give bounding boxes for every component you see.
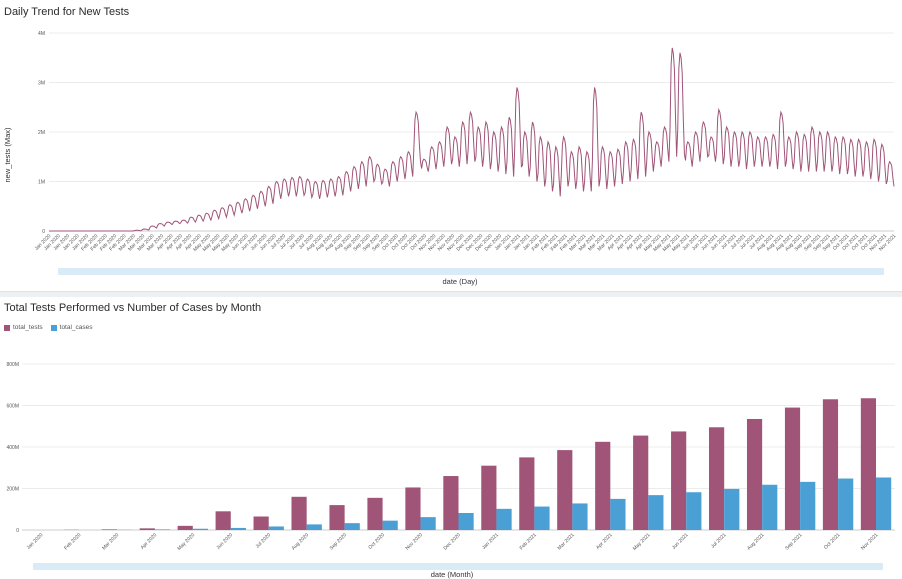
- legend-label-total-cases: total_cases: [59, 324, 93, 331]
- bar-total-cases[interactable]: [648, 495, 664, 530]
- bar-chart-y-ticks: 0 200M 400M 600M 800M: [6, 362, 19, 534]
- bar-total-tests[interactable]: [253, 516, 269, 530]
- bar-x-tick-label: Nov 2021: [860, 532, 880, 552]
- bar-total-cases[interactable]: [534, 506, 550, 530]
- line-y-tick-label: 3M: [38, 81, 45, 87]
- bar-total-cases[interactable]: [154, 529, 171, 530]
- total-tests-swatch: [4, 324, 10, 331]
- bar-x-tick-label: Sep 2020: [329, 532, 349, 552]
- bar-x-tick-label: Oct 2020: [367, 532, 386, 551]
- bar-total-tests[interactable]: [177, 525, 193, 530]
- bar-x-tick-label: Mar 2020: [101, 532, 120, 551]
- bar-total-tests[interactable]: [367, 497, 383, 530]
- bar-total-tests[interactable]: [633, 435, 649, 530]
- bar-total-tests[interactable]: [443, 476, 459, 530]
- bar-total-cases[interactable]: [306, 524, 322, 530]
- bar-total-tests[interactable]: [329, 505, 345, 530]
- bar-total-cases[interactable]: [876, 477, 892, 531]
- bar-x-tick-label: Jan 2021: [481, 532, 500, 551]
- bar-total-cases[interactable]: [344, 523, 360, 530]
- daily-trend-panel: Daily Trend for New Tests 0 1M 2M 3M 4M Jan …: [3, 6, 898, 286]
- bar-x-tick-label: Mar 2021: [557, 532, 576, 551]
- bar-x-tick-label: Jul 2020: [255, 532, 273, 550]
- total-cases-swatch: [50, 324, 57, 331]
- bar-total-cases[interactable]: [382, 520, 398, 530]
- bar-x-tick-label: Oct 2021: [823, 532, 842, 551]
- new-tests-line: [49, 47, 895, 232]
- bar-x-tick-label: Nov 2020: [405, 532, 425, 552]
- bar-total-tests[interactable]: [784, 407, 801, 530]
- bar-total-tests[interactable]: [215, 511, 231, 530]
- bar-x-tick-label: Dec 2020: [443, 532, 463, 552]
- bar-total-cases[interactable]: [496, 508, 512, 530]
- bar-x-tick-label: Jun 2021: [671, 532, 690, 551]
- bar-x-tick-label: Apr 2021: [595, 532, 614, 551]
- bar-total-cases[interactable]: [838, 478, 854, 530]
- bar-total-cases[interactable]: [458, 512, 474, 530]
- legend-item-total-cases[interactable]: total_cases: [50, 324, 93, 331]
- bar-chart-bars: [63, 398, 892, 531]
- legend-item-total-tests[interactable]: total_tests: [4, 324, 43, 331]
- bar-total-tests[interactable]: [709, 427, 725, 530]
- legend-label-total-tests: total_tests: [13, 324, 43, 331]
- bar-x-tick-label: Jan 2020: [26, 532, 45, 551]
- bar-x-tick-label: Jul 2021: [710, 532, 728, 550]
- bar-x-tick-label: May 2020: [176, 532, 196, 552]
- line-chart-scrollbar[interactable]: [58, 268, 884, 275]
- bar-total-tests[interactable]: [101, 529, 117, 530]
- line-chart-grid: [49, 32, 894, 232]
- bar-total-tests[interactable]: [291, 496, 307, 530]
- line-chart-title: Daily Trend for New Tests: [4, 6, 130, 18]
- bar-total-cases[interactable]: [192, 528, 208, 530]
- bar-y-tick-label: 600M: [6, 404, 19, 410]
- line-chart-y-ticks: 0 1M 2M 3M 4M: [38, 31, 45, 235]
- bar-total-cases[interactable]: [610, 498, 626, 531]
- bar-chart: 0 200M 400M 600M 800M Jan 2020 Feb 2020 Mar 20…: [6, 362, 895, 579]
- bar-chart-scrollbar[interactable]: [33, 563, 883, 570]
- line-y-tick-label: 4M: [38, 31, 45, 37]
- bar-total-tests[interactable]: [139, 528, 155, 530]
- bar-total-tests[interactable]: [822, 399, 839, 530]
- bar-x-tick-label: Sep 2021: [784, 532, 804, 552]
- bar-x-tick-label: Feb 2021: [519, 532, 538, 551]
- bar-total-cases[interactable]: [268, 526, 284, 530]
- monthly-tests-cases-panel: Total Tests Performed vs Number of Cases…: [0, 297, 902, 579]
- line-chart-y-axis-label: new_tests (Max): [3, 127, 12, 183]
- bar-total-tests[interactable]: [405, 487, 421, 530]
- bar-total-cases[interactable]: [762, 484, 778, 530]
- bar-x-tick-label: Aug 2020: [291, 532, 311, 552]
- bar-x-tick-label: Aug 2021: [746, 532, 766, 552]
- bar-y-tick-label: 400M: [6, 445, 19, 451]
- bar-total-cases[interactable]: [800, 481, 816, 530]
- line-y-tick-label: 2M: [38, 130, 45, 136]
- bar-x-tick-label: Feb 2020: [63, 532, 82, 551]
- bar-y-tick-label: 800M: [6, 362, 19, 368]
- bar-y-tick-label: 0: [16, 528, 19, 534]
- bar-total-tests[interactable]: [746, 418, 763, 530]
- bar-total-cases[interactable]: [686, 492, 702, 530]
- bar-total-cases[interactable]: [724, 488, 740, 530]
- bar-chart-x-ticks: Jan 2020 Feb 2020 Mar 2020 Apr 2020 May 2020…: [26, 532, 880, 552]
- line-y-tick-label: 1M: [38, 180, 45, 186]
- bar-y-tick-label: 200M: [6, 487, 19, 493]
- bar-x-tick-label: Apr 2020: [140, 532, 159, 551]
- bar-total-tests[interactable]: [519, 457, 535, 531]
- bar-total-tests[interactable]: [671, 431, 687, 530]
- bar-total-cases[interactable]: [420, 517, 436, 530]
- bar-total-cases[interactable]: [230, 527, 246, 530]
- bar-total-tests[interactable]: [557, 450, 573, 530]
- bar-total-tests[interactable]: [595, 441, 611, 530]
- line-y-tick-label: 0: [42, 229, 45, 235]
- line-chart-x-axis-label: date (Day): [442, 277, 478, 286]
- bar-total-tests[interactable]: [481, 465, 497, 530]
- bar-chart-title: Total Tests Performed vs Number of Cases…: [4, 302, 262, 314]
- bar-total-cases[interactable]: [572, 503, 588, 530]
- bar-chart-x-axis-label: date (Month): [431, 570, 474, 579]
- bar-chart-legend: total_tests total_cases: [4, 324, 93, 331]
- bar-total-tests[interactable]: [860, 398, 877, 530]
- bar-x-tick-label: May 2021: [632, 532, 652, 552]
- bar-x-tick-label: Jun 2020: [215, 532, 234, 551]
